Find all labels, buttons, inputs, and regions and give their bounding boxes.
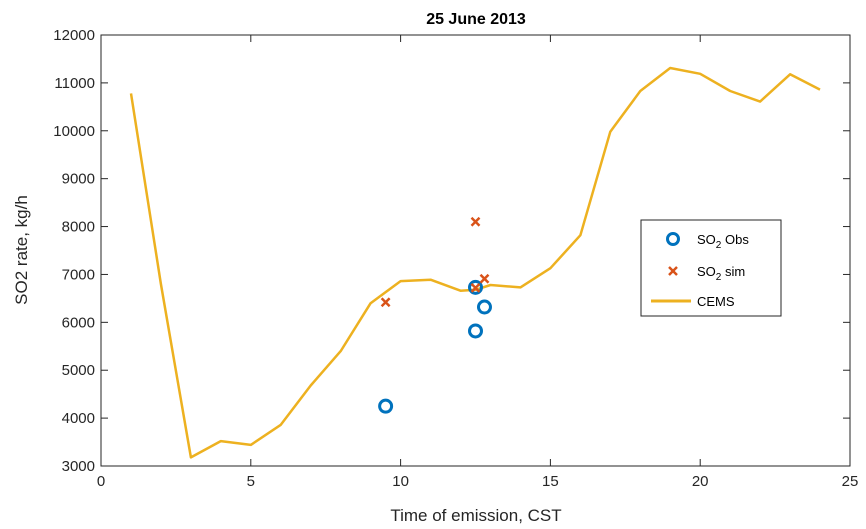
- y-tick-label: 6000: [62, 314, 95, 331]
- x-tick-label: 25: [842, 473, 859, 490]
- y-axis: 3000 4000 5000 6000 7000 8000 9000 10000 11000 12…: [53, 27, 850, 475]
- y-tick-label: 3000: [62, 458, 95, 475]
- series-layer: [129, 66, 821, 459]
- y-tick-label: 9000: [62, 171, 95, 188]
- obs-point: [468, 323, 483, 339]
- y-tick-label: 5000: [62, 362, 95, 379]
- x-tick-label: 20: [692, 473, 709, 490]
- obs-point: [468, 279, 483, 295]
- series-line-cems: [129, 66, 821, 459]
- sim-point: [470, 216, 481, 227]
- sim-point: [380, 297, 391, 308]
- legend-sim-label: SO2 sim: [697, 264, 745, 283]
- x-axis-label: Time of emission, CST: [390, 506, 561, 525]
- chart-title: 25 June 2013: [426, 11, 526, 28]
- x-axis: 0 5 10 15 20 25: [97, 35, 859, 490]
- x-tick-label: 15: [542, 473, 559, 490]
- sim-point: [470, 282, 481, 293]
- y-tick-label: 11000: [54, 75, 95, 92]
- legend-obs-marker: [666, 232, 680, 246]
- x-tick-label: 10: [392, 473, 409, 490]
- y-tick-label: 10000: [53, 123, 95, 140]
- y-tick-label: 8000: [62, 219, 95, 236]
- sim-point: [479, 273, 490, 284]
- legend: SO2 Obs SO2 sim CEMS: [640, 219, 782, 317]
- legend-cems-label: CEMS: [697, 294, 735, 309]
- x-tick-label: 5: [247, 473, 255, 490]
- obs-point: [378, 398, 394, 414]
- y-tick-label: 12000: [53, 27, 95, 44]
- legend-obs-label: SO2 Obs: [697, 232, 749, 251]
- obs-point: [476, 299, 492, 315]
- y-tick-label: 4000: [62, 410, 95, 427]
- y-axis-label: SO2 rate, kg/h: [12, 195, 31, 305]
- y-tick-label: 7000: [62, 266, 95, 283]
- legend-sim-marker: [668, 266, 678, 276]
- x-tick-label: 0: [97, 473, 105, 490]
